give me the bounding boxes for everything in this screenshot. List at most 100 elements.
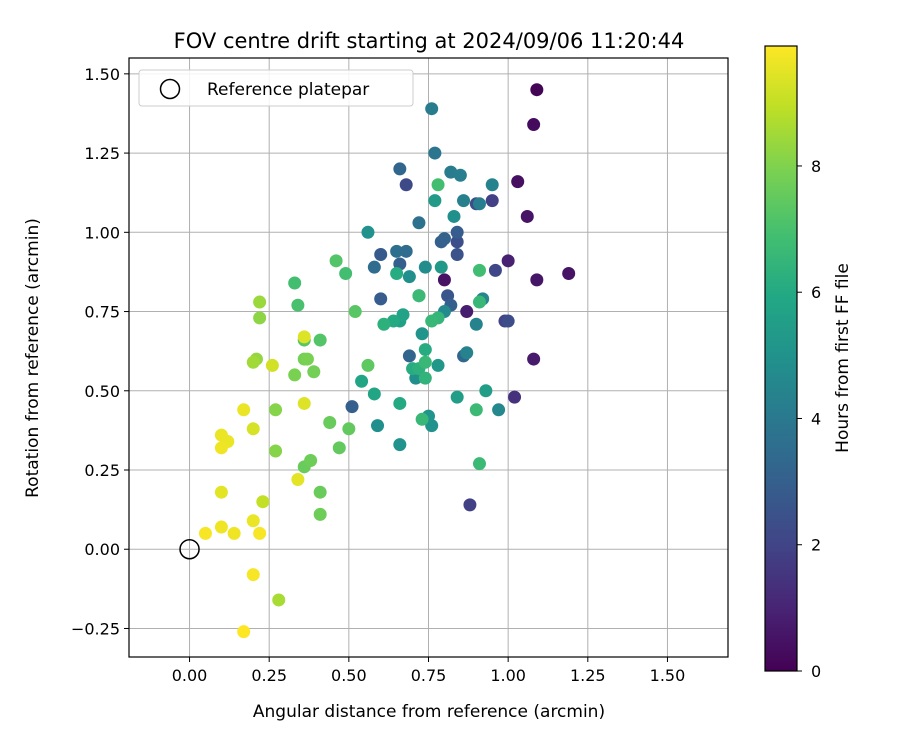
data-point [323, 415, 337, 429]
data-point [418, 355, 432, 369]
data-point [463, 498, 477, 512]
data-point [300, 352, 314, 366]
data-point [288, 276, 302, 290]
data-point [396, 308, 410, 322]
data-point [348, 305, 362, 319]
data-point [361, 225, 375, 239]
data-point [450, 390, 464, 404]
data-point [313, 333, 327, 347]
colorbar-tick-label: 8 [811, 157, 821, 176]
y-tick-label: −0.25 [71, 619, 120, 638]
data-point [428, 146, 442, 160]
data-point [339, 267, 353, 281]
data-point [342, 422, 356, 436]
legend: Reference platepar [138, 69, 414, 107]
data-point [469, 317, 483, 331]
chart-title: FOV centre drift starting at 2024/09/06 … [174, 29, 685, 53]
data-point [425, 314, 439, 328]
data-point [307, 365, 321, 379]
data-point [472, 295, 486, 309]
data-point [450, 247, 464, 261]
y-axis-label: Rotation from reference (arcmin) [23, 218, 43, 498]
data-point [374, 292, 388, 306]
data-point [371, 419, 385, 433]
y-axis-ticks: −0.25 0.00 0.25 0.50 0.75 1.00 1.25 1.50 [71, 65, 129, 638]
x-axis-ticks: 0.00 0.25 0.50 0.75 1.00 1.25 1.50 [172, 657, 685, 685]
data-point [390, 244, 404, 258]
y-tick-label: 1.25 [84, 144, 120, 163]
data-point [399, 244, 413, 258]
data-point [332, 441, 346, 455]
data-point [313, 507, 327, 521]
data-point [418, 371, 432, 385]
y-tick-label: 1.50 [84, 65, 120, 84]
y-tick-label: 0.75 [84, 303, 120, 322]
data-point [390, 267, 404, 281]
data-point [265, 358, 279, 372]
colorbar-tick-label: 6 [811, 283, 821, 302]
data-point [501, 314, 515, 328]
data-point [434, 260, 448, 274]
data-point [508, 390, 522, 404]
data-point [425, 102, 439, 116]
data-point [214, 441, 228, 455]
data-point [501, 254, 515, 268]
data-point [485, 178, 499, 192]
y-tick-label: 0.50 [84, 382, 120, 401]
data-point [246, 355, 260, 369]
data-point [418, 260, 432, 274]
data-point [367, 387, 381, 401]
data-point [355, 374, 369, 388]
y-tick-label: 0.25 [84, 461, 120, 480]
data-point [269, 403, 283, 417]
data-point [437, 273, 451, 287]
data-point [214, 485, 228, 499]
data-point [562, 267, 576, 281]
data-point [418, 343, 432, 357]
legend-entry-label: Reference platepar [207, 80, 369, 100]
data-point [246, 568, 260, 582]
legend-box [138, 69, 414, 107]
x-axis-label: Angular distance from reference (arcmin) [253, 702, 605, 722]
data-point [479, 384, 493, 398]
data-point [393, 162, 407, 176]
data-point [297, 396, 311, 410]
data-point [415, 327, 429, 341]
data-point [374, 247, 388, 261]
x-tick-label: 0.25 [251, 666, 287, 685]
data-point [450, 235, 464, 249]
data-point [256, 495, 270, 509]
data-point [272, 593, 286, 607]
data-point [412, 216, 426, 230]
data-point [345, 400, 359, 414]
data-point [469, 403, 483, 417]
data-point [393, 438, 407, 452]
data-point [214, 520, 228, 534]
x-tick-label: 0.75 [411, 666, 447, 685]
data-point [472, 457, 486, 471]
colorbar-tick-label: 0 [811, 662, 821, 681]
data-point [450, 225, 464, 239]
x-tick-label: 1.00 [490, 666, 526, 685]
data-point [227, 526, 241, 540]
data-point [457, 194, 471, 208]
data-point [237, 625, 251, 639]
x-tick-label: 0.50 [331, 666, 367, 685]
data-point [253, 295, 267, 309]
x-tick-label: 0.00 [172, 666, 208, 685]
data-point [253, 311, 267, 325]
data-point [460, 305, 474, 319]
data-point [304, 454, 318, 468]
colorbar-tick-label: 2 [811, 536, 821, 555]
data-point [511, 175, 525, 189]
data-point [520, 209, 534, 223]
data-point [399, 178, 413, 192]
data-point [492, 403, 506, 417]
data-point [453, 168, 467, 182]
data-point [393, 396, 407, 410]
data-point [402, 349, 416, 363]
data-point [269, 444, 283, 458]
data-point [367, 260, 381, 274]
data-point [361, 358, 375, 372]
